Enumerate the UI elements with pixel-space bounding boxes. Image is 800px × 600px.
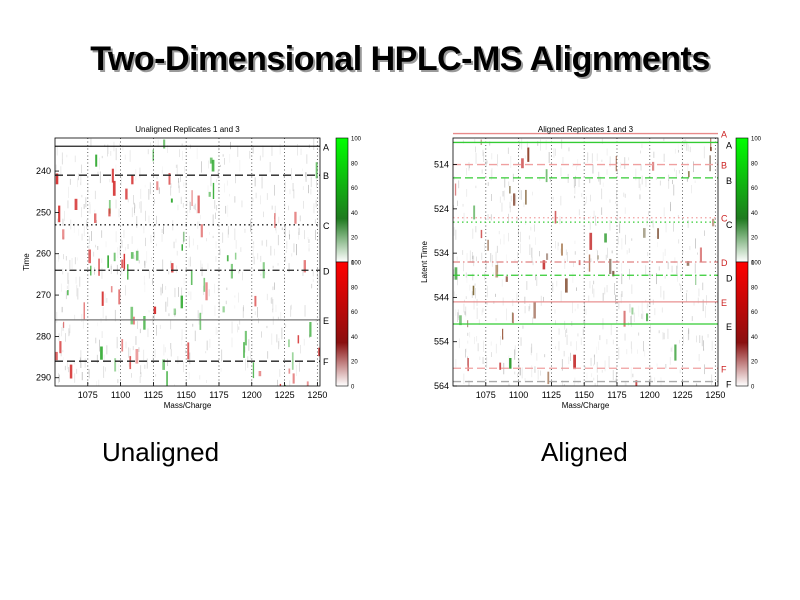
line-label-f: F — [721, 364, 727, 374]
colorbar-red-tick: 60 — [751, 310, 758, 316]
y-tick-label: 280 — [36, 331, 51, 341]
line-label-b: B — [323, 171, 329, 181]
y-tick-label: 290 — [36, 373, 51, 383]
chart-title: Aligned Replicates 1 and 3 — [538, 125, 634, 134]
plot-frame — [452, 137, 719, 387]
x-axis-label: Mass/Charge — [562, 401, 610, 410]
colorbar-red-tick: 80 — [751, 285, 758, 291]
colorbar-green-tick: 40 — [351, 211, 358, 217]
y-tick-label: 554 — [434, 337, 449, 347]
x-tick-label: 1175 — [209, 390, 228, 400]
colorbar-red-tick: 0 — [351, 385, 355, 391]
colorbar-green-tick: 0 — [351, 261, 355, 267]
line-label-c: C — [323, 221, 330, 231]
y-tick-label: 564 — [434, 381, 449, 391]
x-tick-label: 1100 — [111, 390, 130, 400]
x-tick-label: 1250 — [307, 390, 327, 400]
unaligned-caption: Unaligned — [102, 437, 220, 467]
y-tick-label: 240 — [36, 166, 51, 176]
line-label-d: D — [721, 258, 728, 268]
colorbar-red-tick: 40 — [351, 335, 358, 341]
y-axis-label: Latent Time — [420, 241, 429, 283]
colorbar-red-tick: 20 — [351, 360, 358, 366]
x-axis-label: Mass/Charge — [164, 401, 212, 410]
unaligned-chart: A B C D E F 1075 1100 1125 1150 1175 1200 1225 1250 24… — [22, 125, 362, 410]
chart-title: Unaligned Replicates 1 and 3 — [135, 125, 240, 134]
aligned-line-label-d: D — [726, 273, 733, 283]
line-label-c: C — [721, 214, 728, 224]
x-tick-label: 1250 — [705, 390, 725, 400]
colorbar-green-tick: 20 — [351, 236, 358, 242]
colorbar-red-tick: 40 — [751, 335, 758, 341]
x-tick-label: 1150 — [575, 390, 594, 400]
y-tick-label: 534 — [434, 248, 449, 258]
x-tick-label: 1175 — [607, 390, 626, 400]
colorbar-green — [335, 137, 349, 263]
aligned-line-label-c: C — [726, 220, 733, 230]
line-label-b: B — [721, 161, 727, 171]
y-tick-label: 260 — [36, 249, 51, 259]
x-tick-label: 1225 — [673, 390, 693, 400]
colorbar-green-tick: 80 — [351, 161, 358, 167]
aligned-line-label-e: E — [726, 322, 732, 332]
colorbar-green-tick: 60 — [351, 186, 358, 192]
colorbar-red-tick: 100 — [751, 261, 762, 267]
colorbar-green-tick: 0 — [751, 261, 755, 267]
page-title: Two-Dimensional HPLC-MS Alignments — [90, 40, 710, 78]
line-label-e: E — [721, 298, 727, 308]
x-tick-label: 1200 — [242, 390, 262, 400]
colorbar-green-tick: 100 — [751, 137, 762, 143]
x-tick-label: 1125 — [144, 390, 163, 400]
line-label-a: A — [323, 142, 329, 152]
colorbar-red — [735, 261, 749, 387]
aligned-chart: AA BB CC DD E E FF 1075 1100 1125 1150 1175 1200 1225… — [420, 125, 762, 410]
x-tick-label: 1075 — [476, 390, 496, 400]
y-axis-label: Time — [22, 253, 31, 271]
colorbar-red-tick: 80 — [351, 285, 358, 291]
y-tick-label: 250 — [36, 207, 51, 217]
colorbar-red-tick: 20 — [751, 360, 758, 366]
colorbar-red-tick: 0 — [751, 385, 755, 391]
y-tick-label: 270 — [36, 290, 51, 300]
background-noise — [453, 138, 718, 386]
colorbar-green-tick: 20 — [751, 236, 758, 242]
colorbar-red — [335, 261, 349, 387]
colorbar-green-tick: 80 — [751, 161, 758, 167]
x-tick-label: 1225 — [275, 390, 295, 400]
x-tick-label: 1200 — [640, 390, 660, 400]
x-tick-label: 1100 — [509, 390, 528, 400]
y-tick-label: 524 — [434, 204, 449, 214]
y-tick-label: 514 — [434, 160, 449, 170]
line-label-f: F — [323, 357, 329, 367]
x-tick-label: 1125 — [542, 390, 561, 400]
y-tick-label: 544 — [434, 292, 449, 302]
aligned-line-label-b: B — [726, 176, 732, 186]
colorbar-red-tick: 60 — [351, 310, 358, 316]
colorbar-green-tick: 40 — [751, 211, 758, 217]
line-label-a: A — [721, 130, 727, 140]
line-label-e: E — [323, 316, 329, 326]
x-tick-label: 1150 — [177, 390, 196, 400]
plot-frame — [54, 137, 321, 387]
colorbar-red-tick: 100 — [351, 261, 362, 267]
x-tick-label: 1075 — [78, 390, 98, 400]
colorbar-green-tick: 60 — [751, 186, 758, 192]
aligned-line-label-f: F — [726, 380, 732, 390]
colorbar-green-tick: 100 — [351, 137, 362, 143]
line-label-d: D — [323, 266, 330, 276]
colorbar-green — [735, 137, 749, 263]
aligned-line-label-a: A — [726, 140, 732, 150]
background-noise — [55, 138, 320, 386]
aligned-caption: Aligned — [541, 437, 628, 467]
